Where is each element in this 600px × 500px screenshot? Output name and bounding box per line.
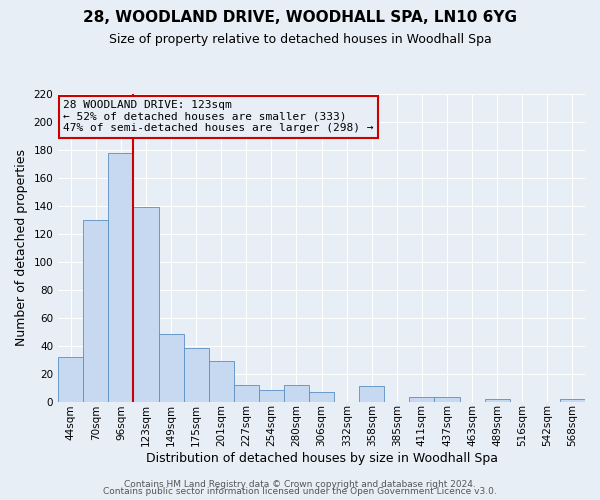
- Y-axis label: Number of detached properties: Number of detached properties: [15, 150, 28, 346]
- Bar: [434, 398, 460, 402]
- Bar: [560, 398, 585, 402]
- X-axis label: Distribution of detached houses by size in Woodhall Spa: Distribution of detached houses by size …: [146, 452, 497, 465]
- Bar: [133, 207, 158, 402]
- Bar: [109, 152, 133, 402]
- Text: 28 WOODLAND DRIVE: 123sqm
← 52% of detached houses are smaller (333)
47% of semi: 28 WOODLAND DRIVE: 123sqm ← 52% of detac…: [64, 100, 374, 134]
- Bar: [209, 361, 234, 402]
- Bar: [234, 385, 259, 402]
- Bar: [409, 398, 434, 402]
- Bar: [259, 390, 284, 402]
- Bar: [83, 220, 109, 402]
- Bar: [158, 334, 184, 402]
- Bar: [284, 385, 309, 402]
- Text: Contains HM Land Registry data © Crown copyright and database right 2024.: Contains HM Land Registry data © Crown c…: [124, 480, 476, 489]
- Bar: [184, 348, 209, 402]
- Bar: [359, 386, 385, 402]
- Text: Size of property relative to detached houses in Woodhall Spa: Size of property relative to detached ho…: [109, 32, 491, 46]
- Text: 28, WOODLAND DRIVE, WOODHALL SPA, LN10 6YG: 28, WOODLAND DRIVE, WOODHALL SPA, LN10 6…: [83, 10, 517, 25]
- Text: Contains public sector information licensed under the Open Government Licence v3: Contains public sector information licen…: [103, 487, 497, 496]
- Bar: [58, 357, 83, 402]
- Bar: [485, 398, 510, 402]
- Bar: [309, 392, 334, 402]
